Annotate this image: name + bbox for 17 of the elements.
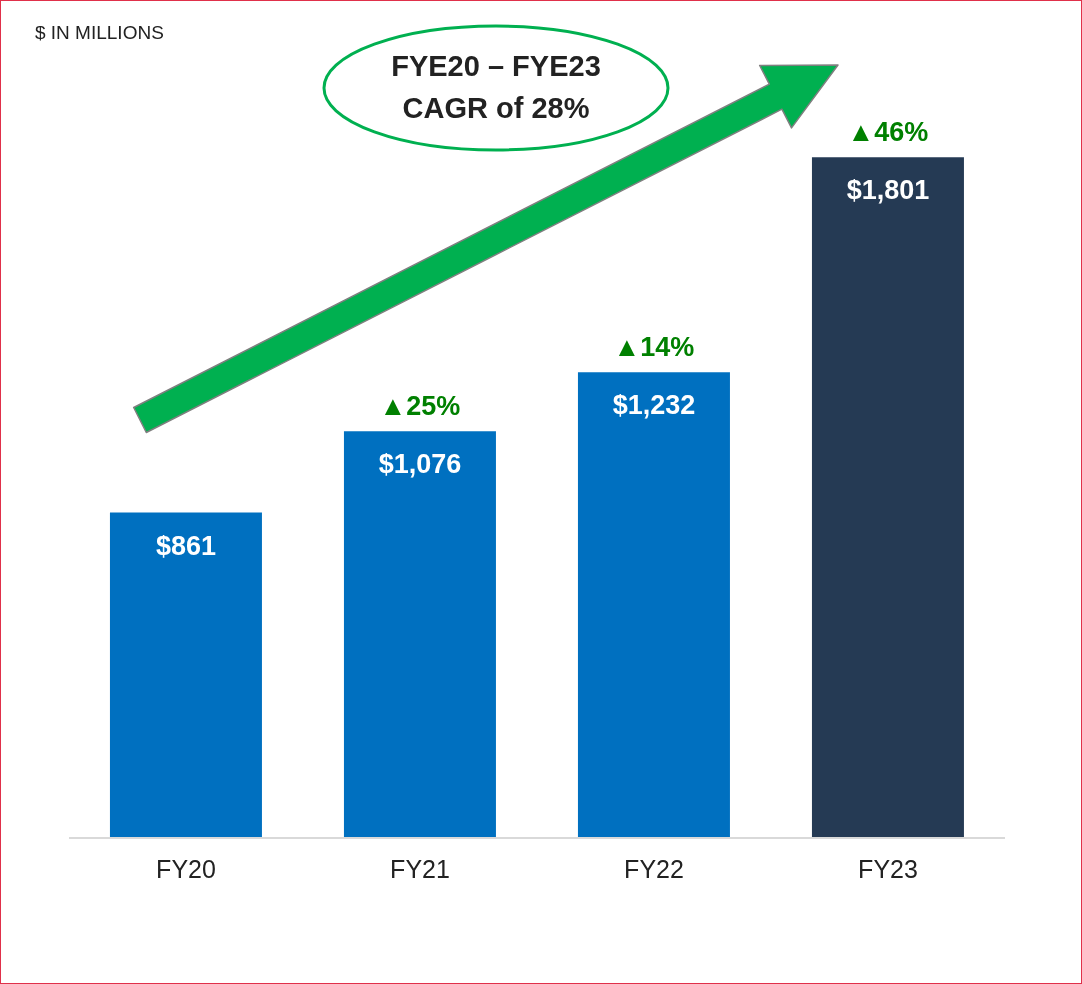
annotation: ▲25% [379, 391, 461, 422]
text: FYE20 – FYE23 CAGR of 28% [390, 49, 602, 126]
x-tick-label: FY23 [858, 854, 918, 883]
data-label: $861 [155, 530, 216, 561]
data-label: $1,232 [612, 390, 696, 421]
bar [109, 512, 262, 838]
bar [343, 431, 496, 838]
text: $ IN MILLIONS [35, 22, 164, 44]
bar [811, 157, 964, 838]
x-tick-label: FY22 [624, 854, 684, 883]
data-label: $1,801 [846, 175, 930, 206]
data-label: $1,076 [378, 449, 462, 480]
annotation: ▲46% [847, 117, 929, 148]
bar [577, 372, 730, 838]
x-tick-label: FY21 [390, 854, 450, 883]
x-tick-label: FY20 [156, 854, 216, 883]
annotation: ▲14% [613, 332, 695, 363]
